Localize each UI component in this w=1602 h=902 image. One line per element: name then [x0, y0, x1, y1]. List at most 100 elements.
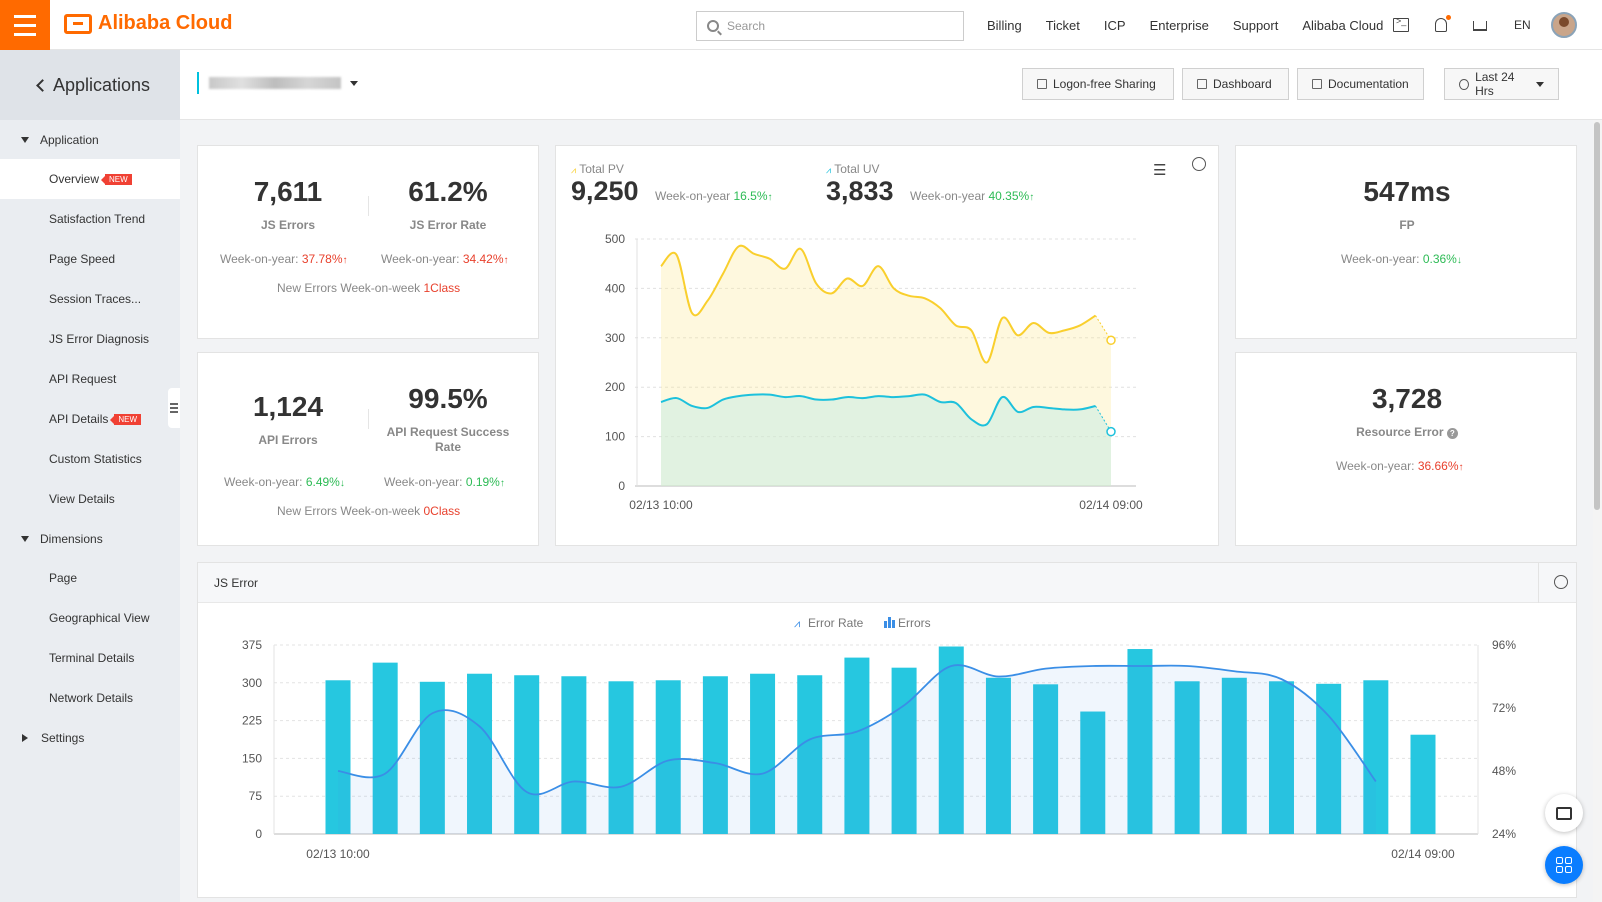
sidebar-item-js-error-diagnosis[interactable]: JS Error Diagnosis [0, 319, 180, 359]
js-new-errors: New Errors Week-on-week 1Class [277, 281, 460, 295]
sub-header: Logon-free Sharing Dashboard Documentati… [180, 50, 1602, 120]
y-tick-label: 150 [242, 751, 262, 765]
y-tick-label: 200 [605, 380, 625, 394]
scrollbar-thumb[interactable] [1594, 122, 1600, 510]
sidebar: Applications Application Overview NEW Sa… [0, 50, 180, 902]
sidebar-item-view-details[interactable]: View Details [0, 479, 180, 519]
wow-value: 0.19% [465, 475, 500, 489]
sidebar-item-custom-statistics[interactable]: Custom Statistics [0, 439, 180, 479]
top-icons: EN [1380, 0, 1577, 50]
wow-value: 36.66% [1417, 459, 1459, 473]
resource-error-wow: Week-on-year: 36.66%↑ [1336, 459, 1464, 473]
api-errors-value: 1,124 [252, 391, 324, 422]
nav-enterprise[interactable]: Enterprise [1149, 17, 1209, 33]
new-errors-label: New Errors Week-on-week [277, 504, 421, 518]
menu-button[interactable] [0, 0, 50, 50]
area-fill [661, 245, 1111, 486]
sidebar-item-label: Page [49, 571, 78, 585]
avatar[interactable] [1550, 12, 1577, 38]
app-selector[interactable] [197, 72, 358, 94]
nav-support[interactable]: Support [1232, 17, 1279, 33]
series-dashed-segment [1095, 405, 1112, 432]
apps-button[interactable] [1545, 846, 1583, 884]
pv-uv-chart: 0 100 200 300 400 500 02/13 10:00 02/14 09:00 [605, 232, 1143, 512]
list-view-icon[interactable]: ☰ [1153, 162, 1167, 179]
bar-chart-icon [892, 620, 895, 628]
chevron-left-icon [36, 78, 49, 92]
history-icon[interactable] [1192, 157, 1206, 171]
uv-label: Total UV [834, 162, 880, 176]
time-range-select[interactable]: Last 24 Hrs [1444, 68, 1559, 100]
wow-value: 0.36% [1422, 252, 1457, 266]
wow-label: Week-on-year: [220, 252, 299, 266]
series-line [660, 393, 1096, 427]
button-label: Logon-free Sharing [1053, 77, 1156, 91]
sidebar-item-geographical-view[interactable]: Geographical View [0, 598, 180, 638]
nav-billing[interactable]: Billing [987, 17, 1022, 33]
sidebar-item-page-speed[interactable]: Page Speed [0, 239, 180, 279]
sidebar-item-api-details[interactable]: API Details NEW [0, 399, 180, 439]
button-label: Dashboard [1213, 77, 1272, 91]
new-errors-value[interactable]: 1Class [423, 281, 461, 295]
bar [561, 676, 587, 834]
bar [1316, 683, 1342, 834]
search-input[interactable] [727, 19, 947, 33]
search-box[interactable] [696, 11, 964, 41]
nav-alibaba-cloud[interactable]: Alibaba Cloud [1302, 17, 1384, 33]
sidebar-item-label: Satisfaction Trend [49, 212, 146, 226]
sidebar-item-overview[interactable]: Overview NEW [0, 159, 180, 199]
brand-logo[interactable]: Alibaba Cloud [64, 12, 232, 35]
back-to-applications[interactable]: Applications [0, 50, 180, 120]
bar [467, 673, 493, 834]
new-errors-value[interactable]: 0Class [423, 504, 461, 518]
apps-grid-icon [1556, 857, 1572, 873]
clock-icon [1459, 78, 1470, 90]
history-icon[interactable] [1554, 575, 1568, 589]
fp-card: 547ms FP Week-on-year: 0.36%↓ [1235, 145, 1577, 339]
bar [372, 662, 398, 834]
document-icon [1312, 79, 1322, 89]
chat-button[interactable] [1545, 794, 1583, 832]
legend-error-rate: Error Rate [808, 616, 864, 630]
api-error-card: 1,124 API Errors 99.5% API Request Succe… [197, 352, 539, 546]
bell-icon[interactable] [1435, 15, 1451, 32]
pv-value: 9,250 [571, 176, 639, 206]
rate-area [338, 665, 1376, 834]
cart-icon[interactable] [1473, 21, 1487, 31]
bar [702, 676, 728, 834]
sidebar-item-satisfaction-trend[interactable]: Satisfaction Trend [0, 199, 180, 239]
sidebar-group-settings[interactable]: Settings [0, 718, 180, 757]
sidebar-group-dimensions[interactable]: Dimensions [0, 519, 180, 558]
dashboard-icon [1197, 79, 1207, 89]
documentation-button[interactable]: Documentation [1297, 68, 1424, 100]
sidebar-collapse-handle[interactable] [168, 388, 180, 428]
sidebar-item-page[interactable]: Page [0, 558, 180, 598]
bar [985, 677, 1011, 834]
bar [891, 667, 917, 834]
group-label: Dimensions [40, 531, 103, 546]
sidebar-item-api-request[interactable]: API Request [0, 359, 180, 399]
caret-right-icon [22, 733, 28, 742]
dashboard-button[interactable]: Dashboard [1182, 68, 1289, 100]
terminal-icon[interactable] [1393, 16, 1409, 32]
scrollbar-track[interactable] [1593, 120, 1602, 902]
caret-down-icon [1536, 81, 1544, 87]
sidebar-item-session-traces[interactable]: Session Traces... [0, 279, 180, 319]
y-tick-label: 0 [618, 479, 625, 493]
api-success-rate-label: API Request Success [386, 425, 510, 439]
resource-error-label: Resource Error ? [1236, 425, 1578, 439]
nav-ticket[interactable]: Ticket [1045, 17, 1080, 33]
wow-label: Week-on-year: [384, 475, 463, 489]
fp-wow: Week-on-year: 0.36%↓ [1341, 252, 1462, 266]
caret-down-icon [350, 80, 358, 86]
wow-value: 16.5% [733, 189, 768, 203]
help-icon[interactable]: ? [1446, 428, 1458, 439]
sidebar-item-label: View Details [49, 492, 115, 506]
sidebar-item-network-details[interactable]: Network Details [0, 678, 180, 718]
logon-free-sharing-button[interactable]: Logon-free Sharing [1022, 68, 1174, 100]
language-switch[interactable]: EN [1514, 18, 1531, 32]
uv-value: 3,833 [826, 176, 894, 206]
sidebar-group-application[interactable]: Application [0, 120, 180, 159]
nav-icp[interactable]: ICP [1103, 17, 1126, 33]
sidebar-item-terminal-details[interactable]: Terminal Details [0, 638, 180, 678]
